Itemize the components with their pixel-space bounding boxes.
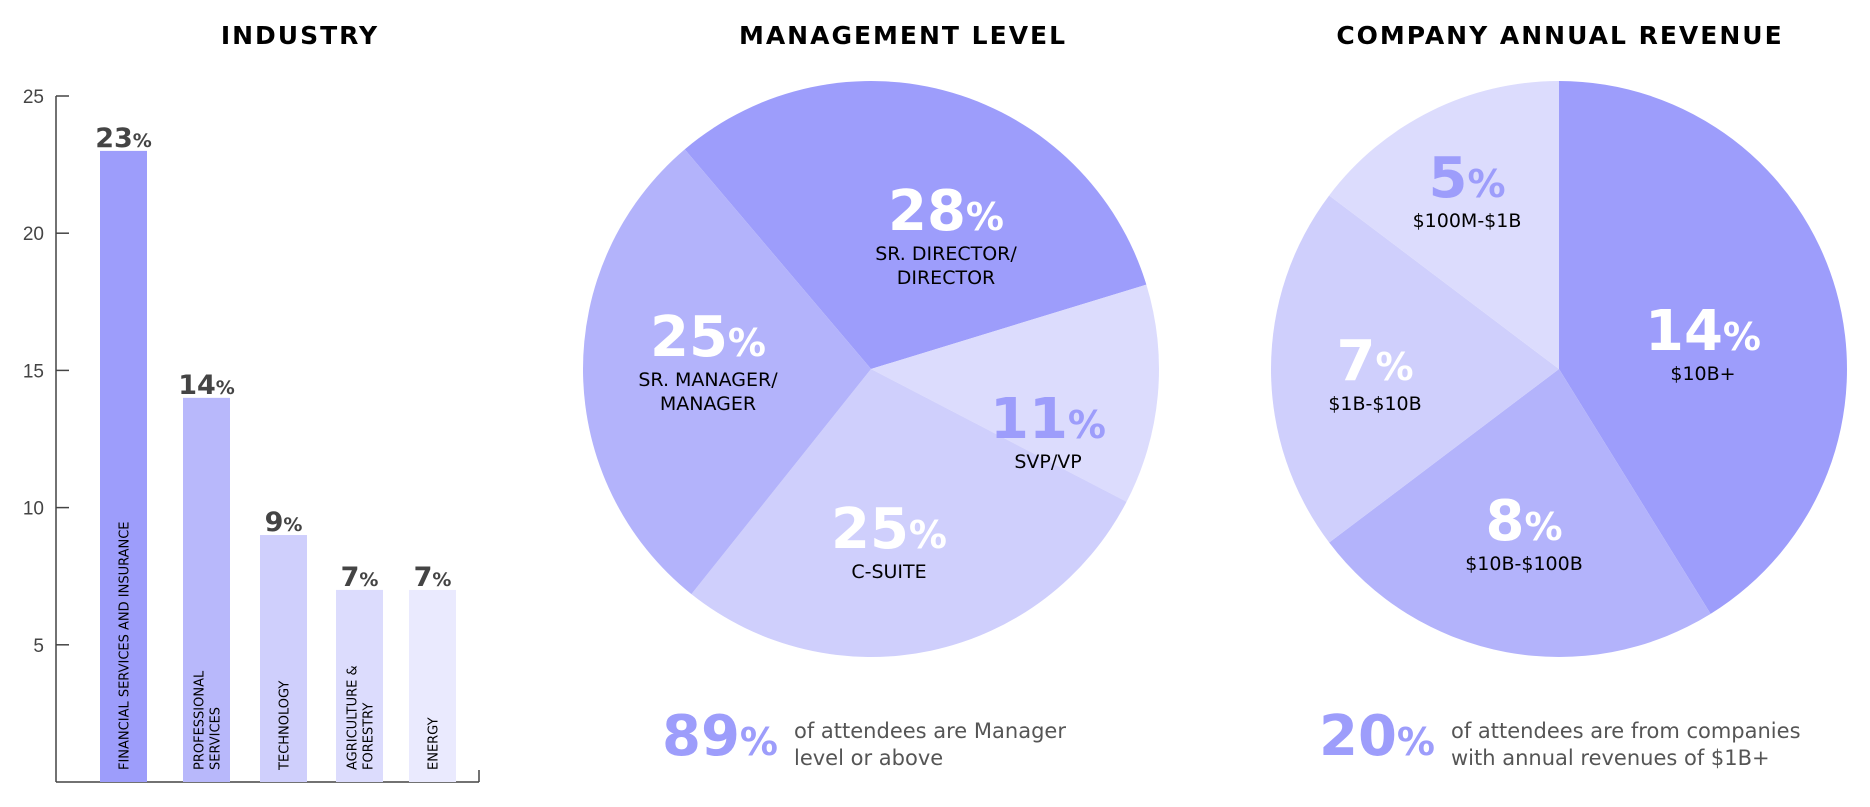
slice-percent-label: 8% [1485, 489, 1562, 554]
bar-category-label: FINANCIAL SERVICES AND INSURANCE [118, 521, 133, 770]
pie-slice [684, 80, 1147, 369]
summary-text: of attendees are from companies with annu… [1451, 719, 1801, 770]
bar-value-label: 23% [95, 123, 152, 154]
pie-slice [691, 369, 1127, 657]
slice-percent-label: 14% [1645, 299, 1761, 364]
slice-category-label: $1B-$10B [1328, 393, 1421, 415]
slice-percent-label: 5% [1428, 146, 1505, 211]
slice-category-label: SR. MANAGER/MANAGER [638, 369, 778, 415]
summary-percent: 20% [1319, 704, 1435, 769]
management-level-pie: 28%SR. DIRECTOR/DIRECTOR11%SVP/VP25%C-SU… [583, 80, 1160, 657]
bar-value-label: 7% [414, 562, 452, 593]
bar [260, 535, 307, 782]
management-chart-title: MANAGEMENT LEVEL [739, 21, 1067, 50]
slice-category-label: SVP/VP [1014, 451, 1081, 473]
pie-slice [1329, 81, 1559, 369]
bar-category-label: ENERGY [427, 717, 442, 770]
y-tick-label: 15 [23, 361, 44, 382]
bar-category-label: PROFESSIONALSERVICES [193, 670, 224, 770]
industry-chart-title: INDUSTRY [221, 21, 379, 50]
y-tick-label: 25 [23, 87, 44, 108]
summary-text: of attendees are Manager level or above [794, 719, 1066, 770]
slice-percent-label: 11% [990, 387, 1106, 452]
pie-slice [1559, 81, 1847, 614]
y-tick-label: 10 [23, 499, 44, 520]
slice-category-label: $100M-$1B [1413, 210, 1522, 232]
bar-category-label: AGRICULTURE &FORESTRY [346, 665, 377, 770]
slice-category-label: $10B-$100B [1465, 553, 1583, 575]
management-summary: 89% of attendees are Manager level or abov… [662, 704, 1066, 770]
revenue-chart-title: COMPANY ANNUAL REVENUE [1336, 21, 1783, 50]
bar-value-label: 7% [341, 562, 379, 593]
slice-percent-label: 28% [888, 179, 1004, 244]
summary-percent: 89% [662, 704, 778, 769]
industry-bar-chart: 5 10 15 20 25 23% FINANCIAL SERVICES AND INSU… [23, 87, 480, 783]
pie-slice [583, 149, 871, 595]
pie-slice [1271, 195, 1559, 543]
bar [100, 150, 147, 782]
pie-slice [871, 284, 1160, 502]
slice-category-label: SR. DIRECTOR/DIRECTOR [875, 243, 1017, 289]
slice-category-label: C-SUITE [851, 561, 926, 583]
bars: 23% FINANCIAL SERVICES AND INSURANCE 14% PR… [95, 123, 456, 782]
slice-category-label: $10B+ [1670, 363, 1735, 385]
y-tick-label: 20 [23, 224, 44, 245]
y-axis-ticks: 5 10 15 20 25 [23, 87, 69, 657]
slice-percent-label: 25% [831, 497, 947, 562]
pie-slice [1329, 369, 1711, 657]
bar [409, 589, 456, 782]
slice-percent-label: 7% [1336, 329, 1413, 394]
bar-value-label: 9% [265, 507, 303, 538]
bar-category-label: TECHNOLOGY [278, 681, 293, 771]
y-tick-label: 5 [33, 636, 44, 657]
revenue-summary: 20% of attendees are from companies with a… [1319, 704, 1801, 770]
slice-percent-label: 25% [650, 305, 766, 370]
company-revenue-pie: 14%$10B+ 8%$10B-$100B 7%$1B-$10B 5%$100M-$1… [1271, 81, 1847, 657]
bar-value-label: 14% [178, 370, 235, 401]
bar [183, 397, 230, 782]
bar [336, 589, 383, 782]
